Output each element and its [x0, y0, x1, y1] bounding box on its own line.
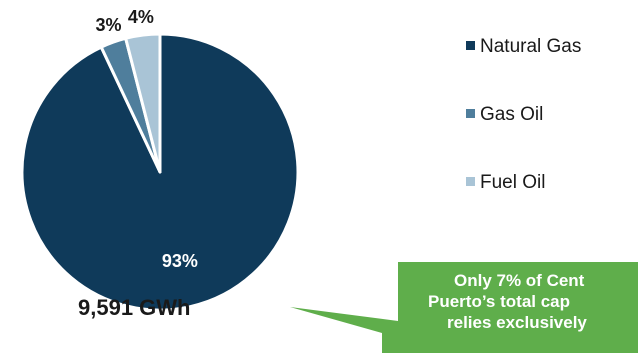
pie-slice-fuel-oil — [124, 32, 162, 174]
legend-label: Fuel Oil — [480, 172, 546, 193]
pie-label-natural-gas: 93% — [162, 251, 198, 271]
callout-text: Only 7% of Cent Puerto’s total cap relie… — [398, 270, 638, 353]
legend-swatch — [466, 41, 475, 50]
legend-swatch — [466, 109, 475, 118]
pie-label-fuel-oil: 4% — [128, 7, 154, 27]
pie-label-gas-oil: 3% — [95, 15, 121, 35]
legend-label: Natural Gas — [480, 36, 582, 57]
legend-label: Gas Oil — [480, 104, 544, 125]
legend-item-fuel-oil: Fuel Oil — [466, 172, 545, 194]
legend-item-gas-oil: Gas Oil — [466, 104, 543, 126]
total-label: 9,591 GWh — [78, 295, 191, 320]
callout-line: Only 7% of Cent — [454, 271, 585, 290]
callout-line: relies exclusively — [447, 313, 587, 332]
callout-line: Puerto’s total cap — [428, 292, 571, 311]
legend-item-natural-gas: Natural Gas — [466, 36, 581, 58]
legend-swatch — [466, 177, 475, 186]
